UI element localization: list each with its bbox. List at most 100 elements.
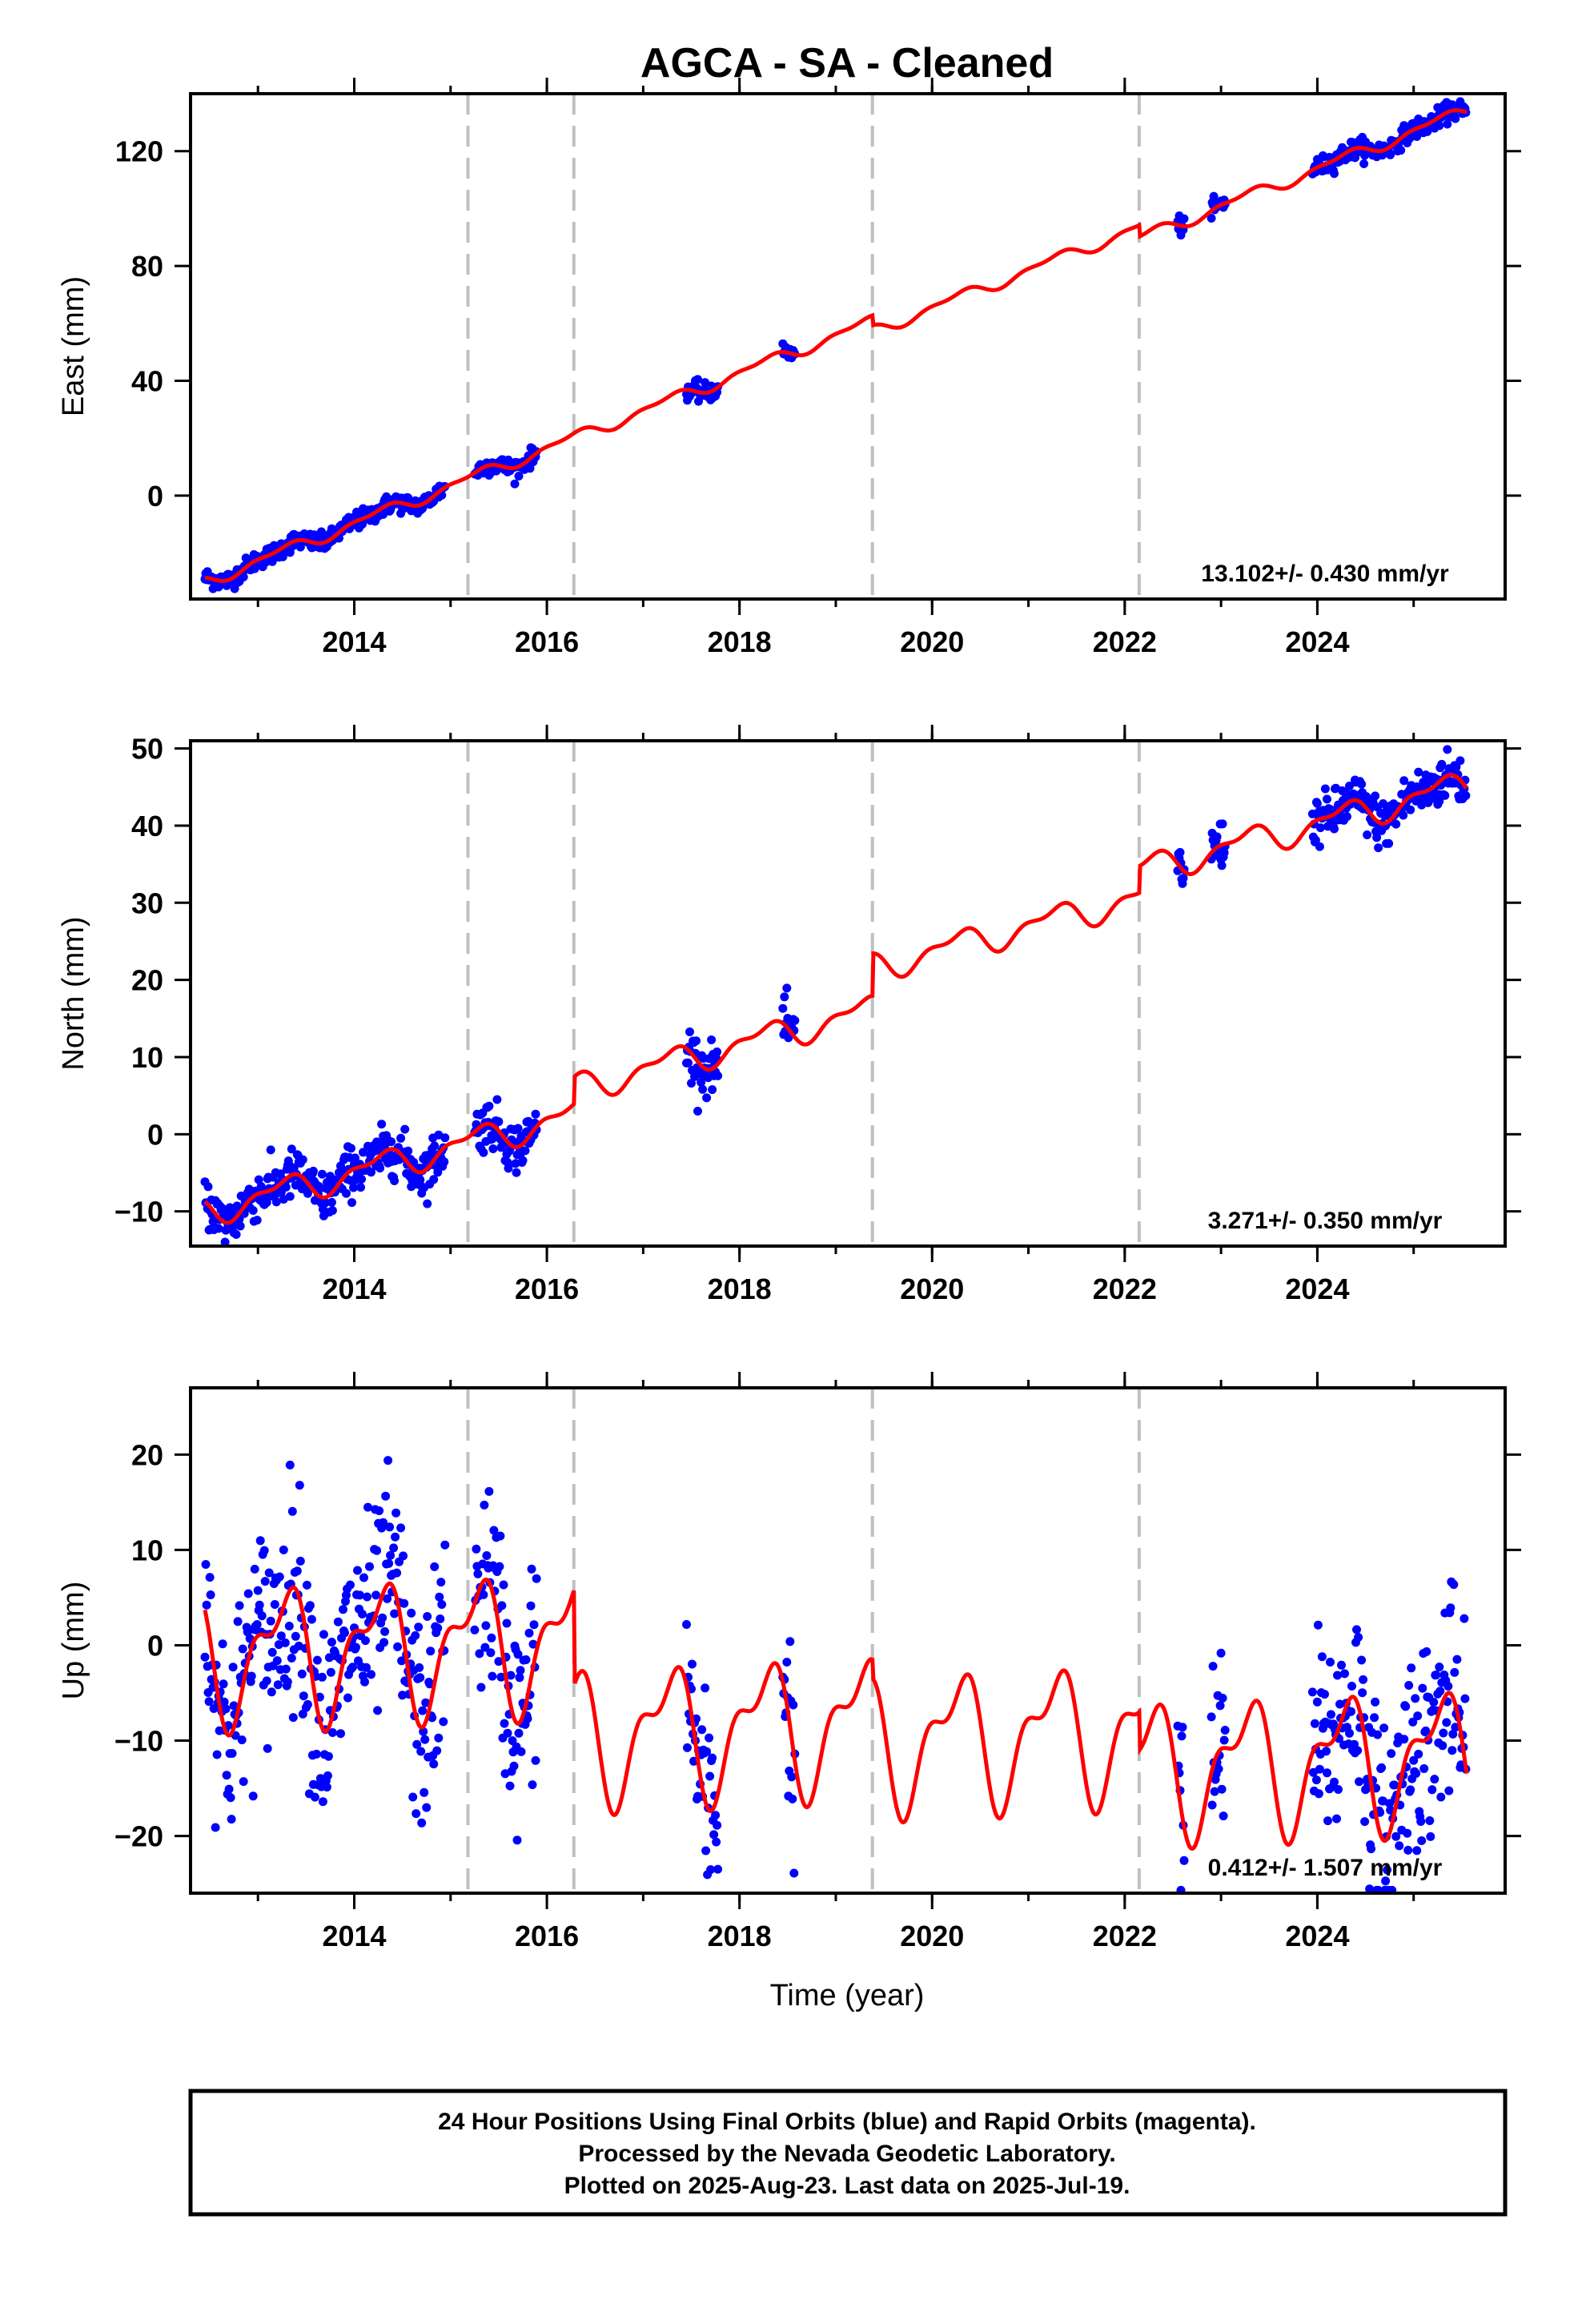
- up-data-point: [1449, 1580, 1459, 1590]
- north-data-point: [1456, 756, 1465, 766]
- north-data-point: [713, 1071, 723, 1080]
- up-model-line: [203, 1577, 1469, 1852]
- up-data-point: [516, 1666, 525, 1675]
- up-data-point: [1207, 1712, 1216, 1722]
- up-data-point: [219, 1679, 228, 1689]
- up-data-point: [1355, 1777, 1364, 1787]
- up-y-tick-label: −20: [114, 1820, 163, 1853]
- up-data-point: [705, 1733, 714, 1743]
- north-data-point: [380, 1140, 390, 1150]
- east-data-point: [1386, 150, 1395, 159]
- up-data-point: [315, 1692, 324, 1702]
- up-x-tick-label: 2024: [1285, 1920, 1349, 1952]
- east-x-tick-label: 2024: [1285, 625, 1349, 658]
- up-data-point: [227, 1815, 236, 1824]
- north-data-point: [687, 1079, 696, 1088]
- north-data-point: [1315, 823, 1325, 833]
- up-data-point: [436, 1614, 445, 1623]
- up-data-point: [221, 1704, 231, 1714]
- up-data-point: [480, 1500, 489, 1510]
- up-data-point: [1345, 1728, 1354, 1738]
- up-data-point: [1416, 1817, 1426, 1826]
- up-data-point: [1443, 1682, 1453, 1691]
- up-data-point: [1408, 1717, 1418, 1727]
- north-data-point: [400, 1124, 410, 1134]
- up-data-point: [367, 1670, 375, 1679]
- north-data-point: [790, 1015, 800, 1025]
- up-data-point: [1357, 1655, 1367, 1665]
- north-x-tick-label: 2020: [900, 1273, 964, 1305]
- up-data-point: [224, 1784, 234, 1794]
- up-data-point: [389, 1543, 399, 1553]
- up-data-point: [264, 1568, 274, 1578]
- up-data-point: [1381, 1876, 1391, 1886]
- up-data-point: [392, 1568, 402, 1578]
- up-data-point: [317, 1672, 327, 1682]
- up-data-point: [305, 1601, 315, 1610]
- north-data-point: [784, 1033, 793, 1043]
- up-data-point: [1215, 1701, 1225, 1711]
- up-data-point: [281, 1664, 291, 1674]
- north-data-point: [1399, 776, 1409, 786]
- up-data-point: [233, 1617, 243, 1626]
- up-data-point: [322, 1783, 331, 1792]
- up-data-point: [1373, 1730, 1383, 1739]
- up-data-point: [503, 1728, 512, 1738]
- up-data-point: [1178, 1723, 1187, 1732]
- north-x-tick-label: 2016: [515, 1273, 579, 1305]
- up-data-point: [372, 1546, 382, 1555]
- north-data-point: [266, 1145, 275, 1155]
- north-data-point: [1391, 819, 1401, 829]
- up-data-point: [414, 1622, 424, 1632]
- up-data-point: [266, 1616, 275, 1626]
- up-data-point: [295, 1556, 305, 1566]
- up-data-point: [323, 1771, 332, 1780]
- up-data-point: [1312, 1697, 1322, 1707]
- up-x-tick-label: 2014: [322, 1920, 386, 1952]
- up-data-point: [1413, 1711, 1423, 1721]
- up-data-point: [1317, 1652, 1327, 1662]
- up-data-point: [496, 1672, 506, 1682]
- up-data-point: [297, 1669, 307, 1679]
- up-data-point: [425, 1679, 435, 1689]
- up-data-point: [218, 1639, 227, 1649]
- north-data-point: [702, 1093, 712, 1103]
- east-data-point: [514, 472, 524, 480]
- north-data-point: [285, 1192, 295, 1201]
- up-data-point: [319, 1630, 328, 1639]
- up-data-point: [712, 1837, 721, 1847]
- north-x-tick-label: 2022: [1093, 1273, 1157, 1305]
- up-data-point: [340, 1628, 349, 1638]
- north-data-point: [281, 1182, 291, 1192]
- north-axis-ticks: 2014 2016 2018 2020 2022 2024 −10 0 10 20 30 40 50: [114, 725, 1521, 1305]
- north-data-point: [1435, 797, 1444, 806]
- north-data-point: [231, 1230, 241, 1239]
- up-data-point: [1447, 1746, 1457, 1755]
- east-data-point: [316, 527, 326, 537]
- up-data-point: [343, 1693, 352, 1703]
- up-data-point: [1446, 1603, 1456, 1613]
- footer-box: 24 Hour Positions Using Final Orbits (bl…: [188, 2089, 1508, 2217]
- up-data-point: [1358, 1688, 1367, 1698]
- up-data-point: [702, 1747, 712, 1756]
- up-data-point: [253, 1586, 263, 1595]
- up-data-point: [499, 1580, 508, 1590]
- up-data-point: [407, 1608, 416, 1618]
- up-x-tick-label: 2022: [1093, 1920, 1157, 1952]
- up-data-point: [1422, 1647, 1431, 1656]
- east-data-point: [358, 520, 367, 529]
- up-data-point: [363, 1502, 372, 1512]
- north-data-point: [287, 1144, 296, 1154]
- north-data-point: [430, 1141, 440, 1151]
- east-data-point: [1359, 159, 1369, 168]
- east-data-point: [1396, 146, 1406, 155]
- up-data-point: [711, 1811, 721, 1820]
- up-data-point: [516, 1747, 526, 1756]
- east-y-tick-label: 0: [147, 480, 163, 513]
- up-y-tick-label: 10: [131, 1534, 163, 1566]
- up-data-point: [397, 1656, 407, 1666]
- up-data-point: [312, 1655, 322, 1665]
- up-data-point: [1219, 1735, 1229, 1745]
- up-data-point: [373, 1706, 383, 1715]
- up-data-point: [1307, 1687, 1317, 1697]
